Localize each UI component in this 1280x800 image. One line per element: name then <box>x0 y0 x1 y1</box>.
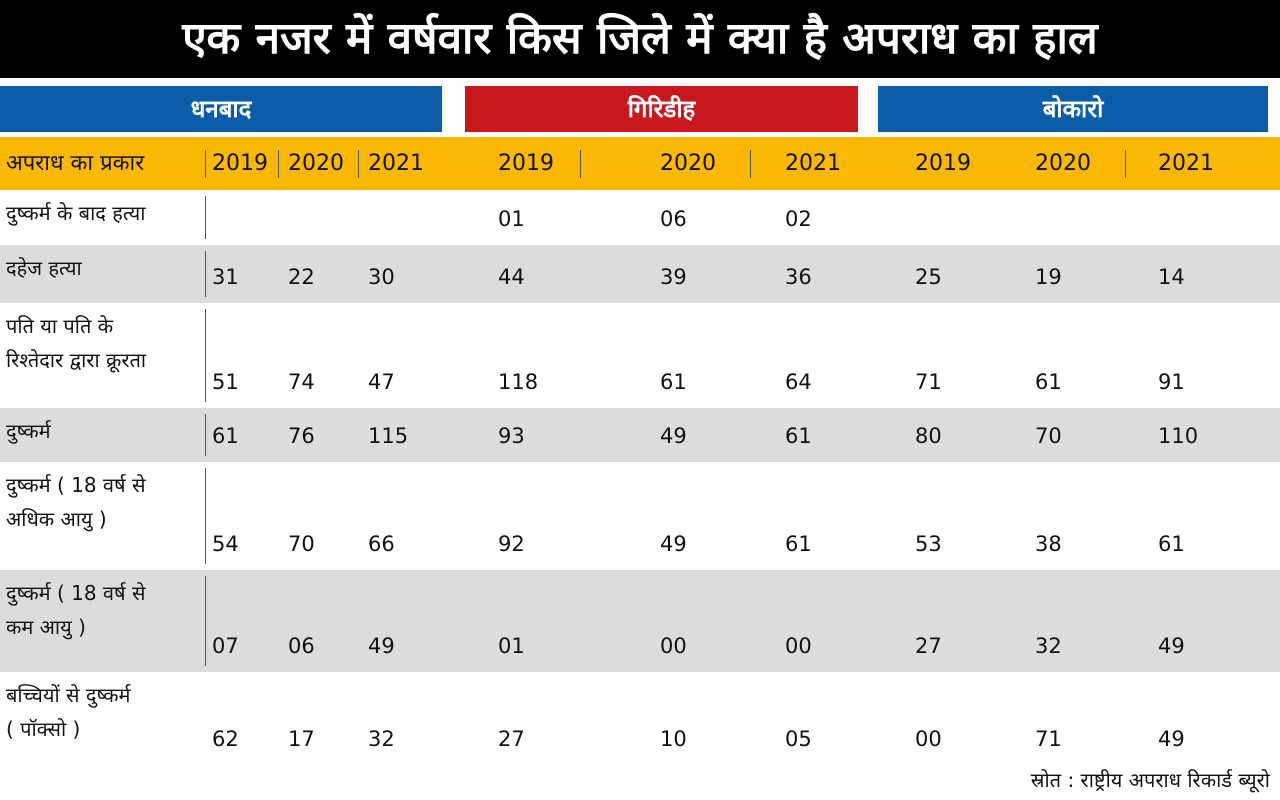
separator <box>205 196 206 239</box>
separator <box>205 309 206 402</box>
cell: 02 <box>785 207 812 231</box>
cell: 36 <box>785 265 812 289</box>
cell: 61 <box>660 370 687 394</box>
cell: 00 <box>785 634 812 658</box>
header-label: अपराध का प्रकार <box>6 151 145 176</box>
cell: 00 <box>915 727 942 751</box>
cell: 06 <box>288 634 315 658</box>
cell: 53 <box>915 532 942 556</box>
cell: 00 <box>660 634 687 658</box>
row-label: दुष्कर्म <box>6 419 51 443</box>
cell: 66 <box>368 532 395 556</box>
cell: 76 <box>288 424 315 448</box>
cell: 10 <box>660 727 687 751</box>
cell: 39 <box>660 265 687 289</box>
cell: 110 <box>1158 424 1199 448</box>
cell: 01 <box>498 634 525 658</box>
cell: 27 <box>915 634 942 658</box>
cell: 49 <box>660 532 687 556</box>
separator <box>205 414 206 456</box>
cell: 19 <box>1035 265 1062 289</box>
cell: 06 <box>660 207 687 231</box>
cell: 93 <box>498 424 525 448</box>
cell: 54 <box>212 532 239 556</box>
year-header: 2021 <box>785 151 841 176</box>
cell: 22 <box>288 265 315 289</box>
row-label: पति या पति के रिश्तेदार द्वारा क्रूरता <box>6 314 147 372</box>
title: एक नजर में वर्षवार किस जिले में क्या है … <box>0 0 1280 78</box>
row-label: दुष्कर्म ( 18 वर्ष से कम आयु ) <box>6 581 146 639</box>
year-header: 2019 <box>915 151 971 176</box>
row-label: बच्चियों से दुष्कर्म ( पॉक्सो ) <box>6 683 131 741</box>
cell: 61 <box>212 424 239 448</box>
cell: 49 <box>368 634 395 658</box>
separator <box>1125 150 1126 178</box>
year-header: 2019 <box>498 151 554 176</box>
cell: 30 <box>368 265 395 289</box>
separator <box>358 150 359 178</box>
cell: 32 <box>368 727 395 751</box>
year-header: 2020 <box>288 151 344 176</box>
cell: 05 <box>785 727 812 751</box>
district-header: धनबाद <box>0 86 442 132</box>
cell: 32 <box>1035 634 1062 658</box>
district-header: बोकारो <box>878 86 1268 132</box>
year-header: 2021 <box>368 151 424 176</box>
separator <box>205 251 206 297</box>
cell: 74 <box>288 370 315 394</box>
separator <box>580 150 581 178</box>
separator <box>205 576 206 666</box>
row-band <box>0 408 1280 462</box>
year-header: 2019 <box>212 151 268 176</box>
separator <box>278 150 279 178</box>
cell: 71 <box>1035 727 1062 751</box>
district-header: गिरिडीह <box>465 86 858 132</box>
row-label: दुष्कर्म ( 18 वर्ष से अधिक आयु ) <box>6 473 146 531</box>
cell: 70 <box>288 532 315 556</box>
year-header: 2021 <box>1158 151 1214 176</box>
cell: 61 <box>1158 532 1185 556</box>
cell: 61 <box>1035 370 1062 394</box>
cell: 49 <box>1158 727 1185 751</box>
row-label: दहेज हत्या <box>6 256 82 280</box>
cell: 64 <box>785 370 812 394</box>
year-header: 2020 <box>1035 151 1091 176</box>
cell: 17 <box>288 727 315 751</box>
cell: 31 <box>212 265 239 289</box>
cell: 25 <box>915 265 942 289</box>
cell: 49 <box>1158 634 1185 658</box>
cell: 71 <box>915 370 942 394</box>
header-row <box>0 137 1280 190</box>
cell: 44 <box>498 265 525 289</box>
cell: 70 <box>1035 424 1062 448</box>
year-header: 2020 <box>660 151 716 176</box>
cell: 51 <box>212 370 239 394</box>
cell: 27 <box>498 727 525 751</box>
cell: 61 <box>785 532 812 556</box>
cell: 91 <box>1158 370 1185 394</box>
separator <box>205 468 206 564</box>
cell: 61 <box>785 424 812 448</box>
row-label: दुष्कर्म के बाद हत्या <box>6 201 146 225</box>
cell: 62 <box>212 727 239 751</box>
cell: 47 <box>368 370 395 394</box>
separator <box>750 150 751 178</box>
cell: 01 <box>498 207 525 231</box>
source: स्रोत : राष्ट्रीय अपराध रिकार्ड ब्यूरो <box>1030 768 1270 792</box>
row-band <box>0 570 1280 672</box>
separator <box>205 150 206 178</box>
cell: 38 <box>1035 532 1062 556</box>
cell: 115 <box>368 424 409 448</box>
row-band <box>0 245 1280 303</box>
cell: 92 <box>498 532 525 556</box>
cell: 07 <box>212 634 239 658</box>
cell: 80 <box>915 424 942 448</box>
cell: 118 <box>498 370 539 394</box>
cell: 14 <box>1158 265 1185 289</box>
cell: 49 <box>660 424 687 448</box>
